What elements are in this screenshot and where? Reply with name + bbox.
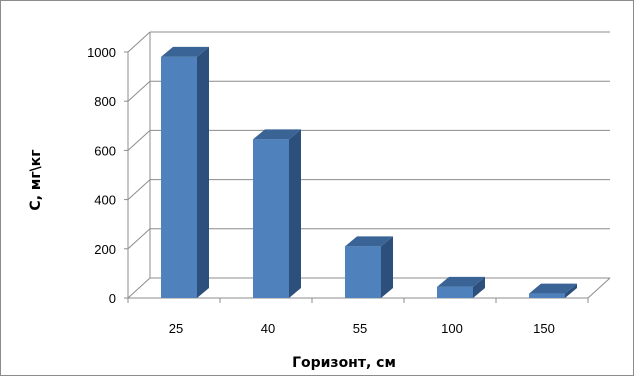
x-tick-label: 25: [169, 321, 183, 336]
bar-side: [381, 236, 393, 298]
x-tick-label: 100: [441, 321, 463, 336]
y-axis-title: С, мг\кг: [28, 149, 44, 210]
bar-top: [161, 46, 209, 57]
bar-150: [529, 283, 577, 298]
bar-side: [197, 46, 209, 298]
bar-side: [473, 276, 485, 298]
bar-side: [289, 129, 301, 298]
bar-front: [437, 286, 473, 298]
x-axis-title: Горизонт, см: [292, 355, 396, 371]
bars: [161, 46, 577, 298]
bar-side: [565, 283, 577, 298]
y-tick-label: 1000: [87, 45, 116, 60]
y-tick-label: 0: [109, 291, 116, 306]
gridline-depth: [127, 80, 151, 102]
gridline-depth: [127, 130, 151, 151]
bar-front: [345, 246, 381, 298]
x-tick-label: 40: [261, 321, 275, 336]
bar-top: [529, 283, 577, 294]
gridlines: [127, 31, 610, 299]
x-tick-label: 55: [353, 321, 367, 336]
bar-55: [345, 236, 393, 298]
y-tick-label: 200: [94, 242, 116, 257]
floor-right-edge: [587, 277, 611, 299]
bar-top: [253, 129, 301, 140]
gridline-depth: [127, 179, 151, 200]
x-tick-label: 150: [533, 321, 555, 336]
gridline-depth: [127, 277, 151, 299]
bar-top: [437, 276, 485, 287]
bar-100: [437, 276, 485, 298]
y-tick-label: 600: [94, 143, 116, 158]
gridline-depth: [127, 31, 151, 53]
y-tick-label: 400: [94, 193, 116, 208]
gridline-depth: [127, 228, 151, 250]
y-tick-labels: 0 200 400 600 800 1000: [87, 45, 116, 306]
bar-front: [161, 56, 197, 298]
bar-top: [345, 236, 393, 247]
bar-front: [253, 139, 289, 298]
bar-25: [161, 46, 209, 298]
bar-front: [529, 293, 565, 298]
bar-40: [253, 129, 301, 298]
y-tick-label: 800: [94, 94, 116, 109]
x-tick-labels: 25 40 55 100 150: [169, 321, 555, 336]
